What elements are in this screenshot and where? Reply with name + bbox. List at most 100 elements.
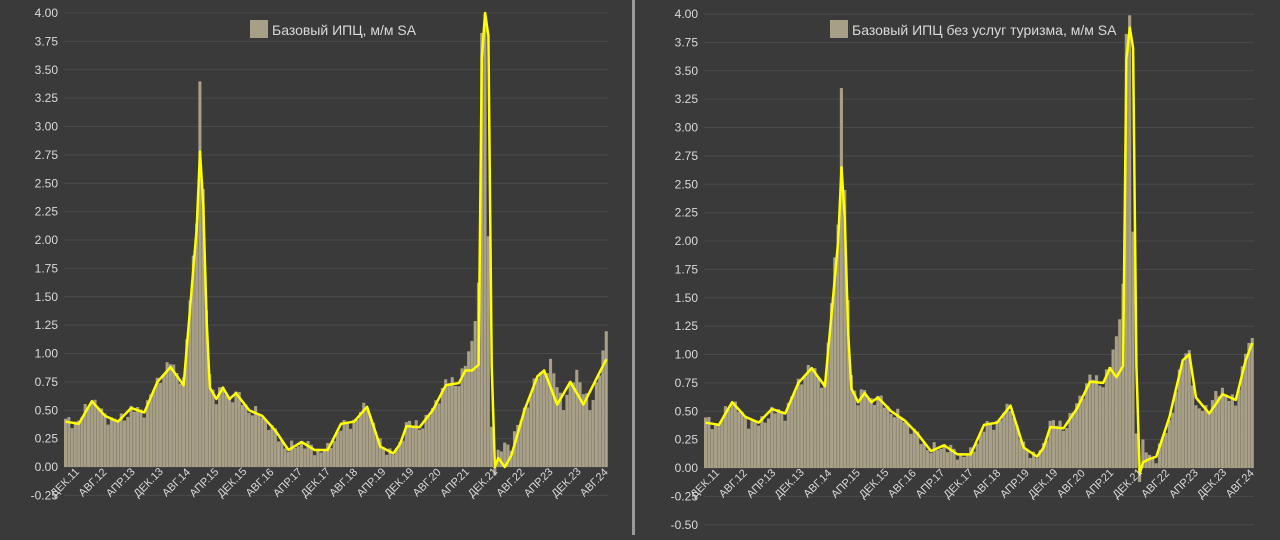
bar — [529, 393, 533, 467]
y-tick-label: 0.00 — [675, 461, 699, 475]
x-tick-label: АВГ.14 — [801, 467, 834, 500]
bar — [998, 420, 1002, 468]
bar — [922, 442, 926, 468]
bar — [322, 450, 326, 467]
y-tick-label: 0.00 — [35, 460, 59, 474]
y-tick-label: 1.75 — [35, 261, 59, 275]
bar — [979, 433, 983, 468]
bar — [480, 32, 484, 467]
bar — [231, 402, 235, 467]
bar — [1094, 375, 1099, 468]
x-tick-label: АВГ.12 — [77, 466, 110, 499]
y-tick-label: -0.25 — [671, 489, 699, 503]
bar — [1078, 395, 1082, 468]
bar — [506, 444, 510, 467]
bar — [720, 419, 724, 468]
chart-right-svg: 4.00 3.75 3.50 3.25 3.00 2.75 2.50 2.25 2.00 1.75… — [671, 7, 1257, 532]
bar — [424, 414, 428, 467]
x-tick-label: АВГ.14 — [160, 466, 193, 499]
bar — [1250, 337, 1254, 468]
bar — [532, 378, 536, 467]
bar — [277, 441, 281, 467]
bar — [1230, 394, 1234, 468]
bar — [575, 369, 579, 467]
chart-left-svg: 4.00 3.75 3.50 3.25 3.00 2.75 2.50 2.25 2.00 1.75… — [31, 6, 611, 502]
bar — [909, 433, 913, 468]
bar — [1008, 410, 1012, 468]
bar — [198, 81, 202, 467]
bar — [80, 417, 84, 467]
x-tick-label: АВГ.18 — [327, 466, 360, 499]
y-tick-label: 3.50 — [35, 63, 59, 77]
bar — [211, 389, 215, 467]
bar — [499, 451, 503, 467]
bar — [601, 350, 605, 467]
bar — [985, 421, 989, 468]
bar — [1187, 350, 1191, 468]
bar — [545, 373, 549, 467]
bar — [270, 425, 274, 467]
bar — [995, 420, 999, 468]
bar — [1191, 385, 1195, 468]
x-tick-label: АПР.23 — [522, 466, 556, 500]
bar — [1124, 33, 1128, 468]
bar — [962, 456, 966, 468]
bar — [1128, 15, 1132, 468]
bar — [1204, 405, 1208, 468]
bar — [414, 420, 418, 467]
bar — [100, 408, 104, 467]
bar — [581, 394, 585, 467]
legend-label: Базовый ИПЦ без услуг туризма, м/м SA — [852, 22, 1117, 38]
bar — [713, 423, 718, 468]
bar — [1088, 374, 1092, 468]
bar — [122, 420, 127, 467]
bar — [733, 401, 737, 468]
bar — [882, 407, 887, 468]
bar — [257, 414, 261, 467]
y-tick-label: 3.25 — [675, 92, 699, 106]
x-tick-label: АВГ.24 — [578, 466, 611, 499]
bar — [1207, 411, 1211, 468]
bar — [750, 421, 754, 468]
bar — [316, 448, 320, 467]
bar — [578, 382, 582, 467]
bar — [73, 421, 77, 467]
legend-swatch — [250, 20, 268, 38]
y-tick-label: 3.75 — [35, 34, 59, 48]
bar — [929, 452, 933, 468]
bar — [132, 411, 136, 467]
bar — [126, 416, 130, 467]
bar — [737, 411, 741, 468]
bar — [1220, 387, 1224, 468]
bar — [1121, 283, 1125, 468]
bar — [565, 394, 569, 467]
bar — [1138, 468, 1142, 483]
bar — [1012, 417, 1016, 468]
bar — [892, 417, 896, 468]
bar — [319, 452, 323, 467]
bar — [710, 429, 714, 468]
x-tick-label: АВГ.20 — [1055, 467, 1088, 500]
bar — [1234, 405, 1238, 468]
bar — [1181, 362, 1185, 468]
bar — [539, 372, 543, 467]
bar — [394, 447, 399, 467]
y-tick-label: 1.00 — [35, 347, 59, 361]
bar — [1184, 353, 1188, 468]
bar — [959, 453, 963, 468]
bar — [955, 459, 959, 468]
bar — [1210, 400, 1215, 468]
bar — [349, 428, 353, 467]
bar — [486, 236, 490, 467]
bar — [555, 387, 559, 467]
bar — [159, 382, 163, 467]
bar — [227, 397, 231, 467]
bar — [819, 387, 824, 468]
bar — [509, 450, 513, 467]
bar — [1038, 450, 1042, 468]
bar — [591, 399, 595, 467]
bar — [332, 440, 336, 467]
bar — [106, 424, 110, 467]
bar — [470, 340, 474, 467]
y-tick-label: 3.75 — [675, 35, 699, 49]
